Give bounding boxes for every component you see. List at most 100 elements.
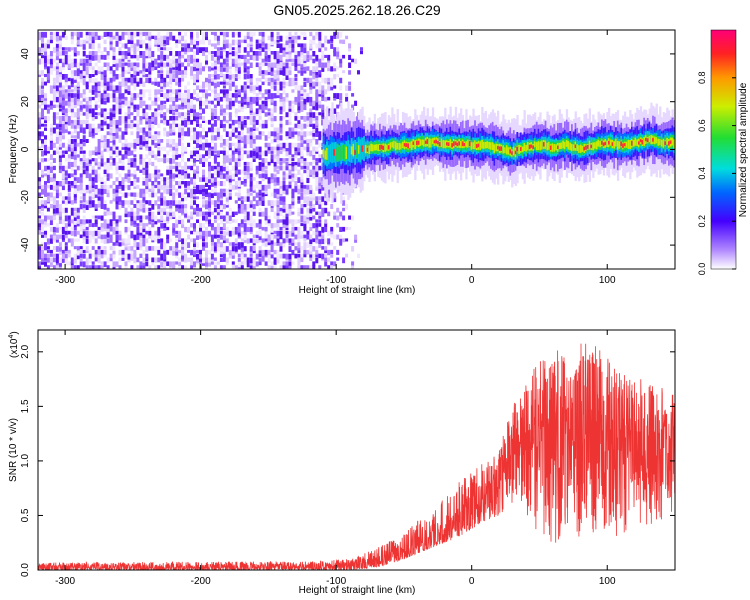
spectrogram-cell: [303, 165, 307, 169]
spectrogram-cell: [94, 81, 98, 87]
spectrogram-cell: [240, 200, 244, 205]
spectrogram-cell: [264, 51, 268, 57]
spectrogram-cell: [246, 257, 250, 263]
spectrogram-cell: [44, 47, 47, 52]
spectrogram-cell: [213, 215, 217, 219]
spectrogram-cell: [270, 200, 274, 207]
spectrogram-cell: [148, 62, 152, 69]
spectrogram-cell: [97, 188, 101, 194]
spectrogram-cell: [97, 89, 101, 93]
spectrogram-cell: [213, 230, 217, 235]
spectrogram-cell: [246, 161, 250, 166]
spectrogram-cell: [315, 81, 319, 87]
spectrogram-cell: [243, 135, 247, 141]
spectrogram-cell: [303, 226, 307, 232]
spectrogram-cell: [76, 238, 80, 242]
spectrogram-cell: [294, 116, 298, 121]
spectrogram-cell: [309, 188, 313, 194]
spectrogram-cell: [391, 141, 394, 148]
spectrogram-cell: [234, 58, 238, 64]
spectrogram-cell: [121, 184, 125, 191]
spectrogram-cell: [210, 226, 214, 231]
spectrogram-cell: [88, 96, 92, 101]
spectrogram-cell: [291, 100, 295, 104]
spectrogram-cell: [297, 66, 301, 71]
spectrogram-cell: [61, 89, 65, 95]
spectrogram-cell: [270, 150, 274, 154]
spectrogram-cell: [288, 77, 292, 83]
spectrogram-cell: [46, 74, 50, 80]
spectrogram-cell: [306, 211, 310, 218]
spectrogram-cell: [270, 66, 274, 72]
spectrogram-cell: [222, 123, 226, 128]
spectrogram-cell: [222, 188, 226, 192]
spectrogram-cell: [41, 96, 44, 102]
spectrogram-cell: [196, 93, 199, 99]
spectrogram-cell: [282, 242, 286, 248]
spectrogram-cell: [139, 192, 143, 198]
spectrogram-cell: [351, 104, 355, 111]
spectrogram-cell: [234, 51, 238, 56]
spectrogram-cell: [228, 54, 232, 61]
spectrogram-cell: [151, 219, 155, 223]
spectrogram-cell: [309, 238, 313, 244]
spectrogram-cell: [91, 223, 95, 228]
spectrogram-cell: [288, 246, 292, 252]
spectrogram-cell: [79, 112, 83, 116]
spectrogram-cell: [228, 207, 232, 212]
spectrogram-cell: [324, 96, 328, 102]
spectrogram-cell: [338, 147, 341, 160]
spectrogram-cell: [279, 119, 283, 124]
spectrogram-cell: [67, 93, 71, 97]
spectrogram-cell: [264, 58, 268, 62]
spectrogram-cell: [231, 261, 235, 265]
spectrogram-cell: [154, 181, 158, 185]
spectrogram-cell: [94, 31, 98, 37]
spectrogram-cell: [160, 242, 164, 248]
spectrogram-cell: [121, 200, 125, 206]
spectrogram-cell: [276, 158, 280, 165]
spectrogram-cell: [234, 142, 238, 149]
spectrogram-cell: [49, 131, 53, 136]
spectrogram-cell: [142, 66, 146, 72]
spectrogram-cell: [151, 100, 155, 106]
spectrogram-cell: [264, 211, 268, 217]
spectrogram-cell: [300, 207, 304, 214]
spectrogram-cell: [333, 93, 337, 98]
spectrogram-cell: [481, 139, 484, 149]
spectrogram-cell: [73, 154, 77, 160]
spectrogram-cell: [285, 93, 289, 98]
spectrogram-cell: [175, 246, 179, 252]
spectrogram-cell: [172, 200, 176, 206]
spectrogram-cell: [38, 253, 41, 260]
spectrogram-cell: [309, 108, 313, 112]
spectrogram-cell: [157, 74, 161, 78]
spectrogram-cell: [273, 177, 277, 183]
spectrogram-cell: [145, 123, 149, 129]
spectrogram-cell: [210, 66, 214, 71]
spectrogram-cell: [94, 204, 98, 209]
spectrogram-cell: [166, 31, 170, 37]
spectrogram-cell: [234, 211, 238, 216]
spectrogram-cell: [324, 223, 328, 227]
spectrogram-cell: [157, 70, 161, 74]
spectrogram-cell: [73, 230, 77, 237]
spectrogram-cell: [225, 158, 229, 163]
spectrogram-cell: [106, 161, 110, 167]
spectrogram-cell: [148, 47, 152, 51]
spectrogram-cell: [112, 230, 116, 235]
spectrogram-cell: [261, 74, 265, 80]
spectrogram-cell: [258, 253, 262, 257]
spectrogram-cell: [249, 181, 253, 187]
spectrogram-cell: [112, 51, 116, 56]
spectrogram-cell: [52, 104, 56, 108]
spectrogram-cell: [145, 135, 149, 141]
spectrogram-cell: [94, 70, 98, 76]
spectrogram-cell: [267, 142, 271, 147]
spectrogram-cell: [103, 204, 107, 210]
spectrogram-cell: [300, 188, 304, 193]
spectrogram-cell: [205, 249, 208, 254]
spectrogram-cell: [56, 269, 59, 274]
spectrogram-cell: [127, 31, 131, 36]
spectrogram-cell: [73, 238, 77, 242]
